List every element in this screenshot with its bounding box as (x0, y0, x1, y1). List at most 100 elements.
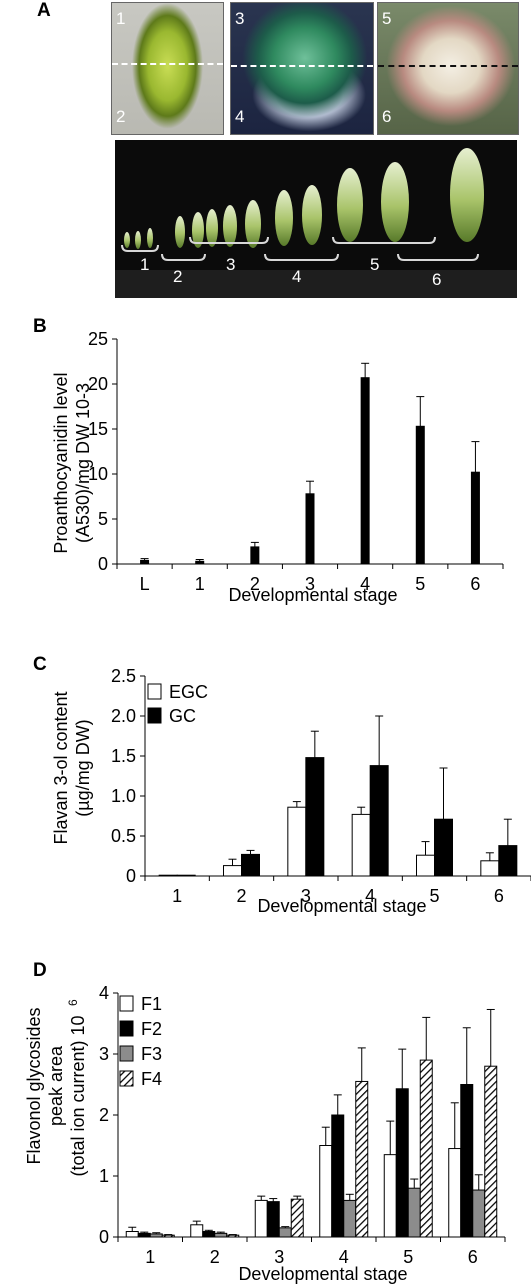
chart-b-ylabel-line-2: (A530)/mg DW 10-3 (73, 383, 93, 543)
bar-f3-5 (407, 1187, 421, 1238)
bar-f3-6 (472, 1189, 486, 1238)
bar-f2-5 (395, 1088, 409, 1238)
bar-f4-6 (484, 1065, 498, 1238)
panel-label-d: D (33, 960, 47, 981)
bar-egc-3 (287, 806, 307, 877)
x-tick-label: 5 (415, 574, 425, 594)
strip-number-6: 6 (432, 270, 441, 289)
x-tick-label: 3 (274, 1247, 284, 1267)
bar-gc-3 (305, 757, 325, 877)
y-tick-label: 2.0 (111, 706, 136, 726)
y-tick-label: 4 (99, 983, 109, 1003)
bar-value-5 (415, 425, 425, 565)
panel-label-b: B (33, 316, 47, 337)
photo-number-3: 3 (235, 9, 245, 28)
floret-13 (450, 148, 484, 242)
x-tick-label: 2 (250, 574, 260, 594)
flower-photo-stages-5-6: 5 6 (377, 2, 519, 135)
chart-d-flavonol-glycosides: Flavonol glycosides peak area (total ion… (24, 983, 506, 1284)
y-tick-label: 0 (99, 1227, 109, 1247)
floret-strip: 1 2 3 4 5 6 (115, 140, 517, 298)
x-tick-label: 1 (172, 886, 182, 906)
bar-f1-1 (125, 1231, 139, 1238)
chart-c-ylabel-line-1: Flavan 3-ol content (51, 691, 71, 844)
x-tick-label: 3 (305, 574, 315, 594)
chart-d-ylabel: Flavonol glycosides peak area (total ion… (24, 999, 88, 1177)
x-tick-label: 3 (301, 886, 311, 906)
photo-number-6: 6 (382, 107, 392, 126)
chart-d-ylabel-line-1: Flavonol glycosides (24, 1007, 44, 1164)
panel-label-c: C (33, 654, 47, 675)
y-tick-label: 20 (88, 374, 108, 394)
legend-swatch-f2 (119, 1020, 134, 1037)
bar-f1-5 (383, 1154, 397, 1238)
bar-f3-2 (214, 1232, 228, 1238)
y-tick-label: 0.5 (111, 826, 136, 846)
y-tick-label: 2.5 (111, 666, 136, 686)
legend-swatch-f4 (119, 1070, 134, 1087)
bar-egc-5 (416, 854, 435, 877)
floret-11 (337, 168, 363, 242)
strip-number-3: 3 (226, 255, 235, 274)
floret-images (124, 148, 484, 249)
bar-gc-1 (176, 874, 196, 877)
y-tick-label: 1 (99, 1166, 109, 1186)
chart-d-ylabel-superscript: 6 (66, 999, 80, 1006)
stage-brackets (121, 236, 479, 261)
bar-value-3 (305, 493, 315, 565)
chart-d-ylabel-line-2: peak area (46, 1045, 66, 1126)
bar-value-1 (195, 560, 205, 565)
bar-f3-1 (149, 1233, 163, 1238)
floret-1 (124, 232, 130, 248)
x-tick-label: 6 (494, 886, 504, 906)
flower-photo-stages-1-2: 1 2 (111, 2, 224, 135)
stage-bracket-2 (161, 253, 206, 261)
chart-c-flavan-3-ol: Flavan 3-ol content (µg/mg DW) Developme… (51, 666, 531, 916)
y-tick-label: 3 (99, 1044, 109, 1064)
photo-number-4: 4 (235, 107, 245, 126)
x-tick-label: 4 (360, 574, 370, 594)
x-tick-label: 4 (339, 1247, 349, 1267)
bar-f1-3 (254, 1199, 268, 1238)
legend-swatch-egc (147, 683, 162, 700)
bar-f2-1 (137, 1232, 151, 1238)
x-tick-label: 1 (195, 574, 205, 594)
floret-9 (275, 190, 293, 246)
x-tick-label: 2 (236, 886, 246, 906)
bar-f4-1 (161, 1234, 175, 1238)
chart-b-proanthocyanidin: Proanthocyanidin level (A530)/mg DW 10-3… (51, 329, 504, 605)
panel-label-a: A (37, 0, 51, 21)
x-tick-label: 5 (403, 1247, 413, 1267)
bar-egc-2 (223, 865, 242, 877)
x-tick-label: 6 (470, 574, 480, 594)
x-tick-label: 1 (145, 1247, 155, 1267)
legend-label-egc: EGC (169, 682, 208, 702)
stage-bracket-6 (397, 253, 479, 261)
x-tick-label: 2 (210, 1247, 220, 1267)
strip-number-4: 4 (292, 267, 301, 286)
bar-f2-3 (266, 1201, 280, 1238)
y-tick-label: 5 (98, 509, 108, 529)
legend-swatch-f3 (119, 1045, 134, 1062)
floret-3 (147, 228, 153, 248)
strip-number-1: 1 (140, 255, 149, 274)
legend-label-gc: GC (169, 706, 196, 726)
bar-value-L (140, 559, 150, 565)
strip-number-2: 2 (173, 267, 182, 286)
legend-swatch-gc (147, 707, 162, 724)
x-tick-label: 4 (365, 886, 375, 906)
chart-d-ylabel-line-3: (total ion current) 10 (68, 1015, 88, 1176)
bar-f1-4 (319, 1145, 333, 1238)
y-tick-label: 10 (88, 464, 108, 484)
bar-f4-5 (419, 1059, 433, 1238)
floret-8 (245, 200, 261, 248)
bar-f4-3 (290, 1198, 304, 1238)
chart-b-xlabel: Developmental stage (228, 585, 397, 605)
y-tick-label: 25 (88, 329, 108, 349)
floret-12 (381, 162, 409, 242)
chart-c-xlabel: Developmental stage (257, 896, 426, 916)
bar-f2-4 (331, 1114, 345, 1238)
floret-strip-base (115, 270, 517, 298)
bar-f4-2 (226, 1234, 240, 1238)
bar-f2-6 (460, 1084, 474, 1238)
